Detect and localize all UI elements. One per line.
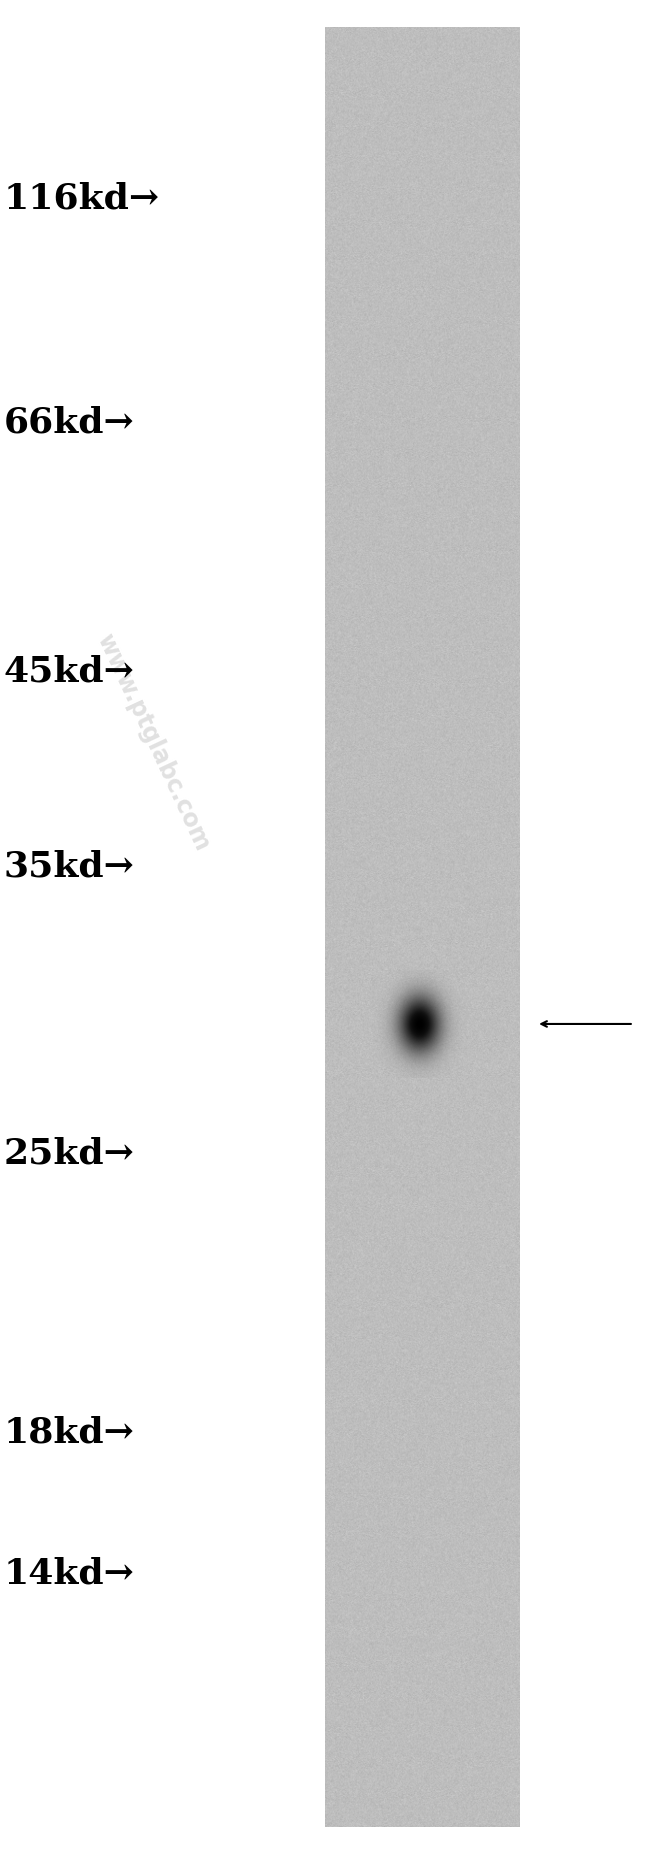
Text: 35kd→: 35kd→ xyxy=(3,850,134,883)
Text: 18kd→: 18kd→ xyxy=(3,1415,134,1449)
Text: www.ptglabc.com: www.ptglabc.com xyxy=(92,629,214,855)
Text: 25kd→: 25kd→ xyxy=(3,1137,134,1171)
Text: 14kd→: 14kd→ xyxy=(3,1556,134,1590)
Text: 116kd→: 116kd→ xyxy=(3,182,159,215)
Text: 45kd→: 45kd→ xyxy=(3,655,134,688)
Text: 66kd→: 66kd→ xyxy=(3,406,134,440)
